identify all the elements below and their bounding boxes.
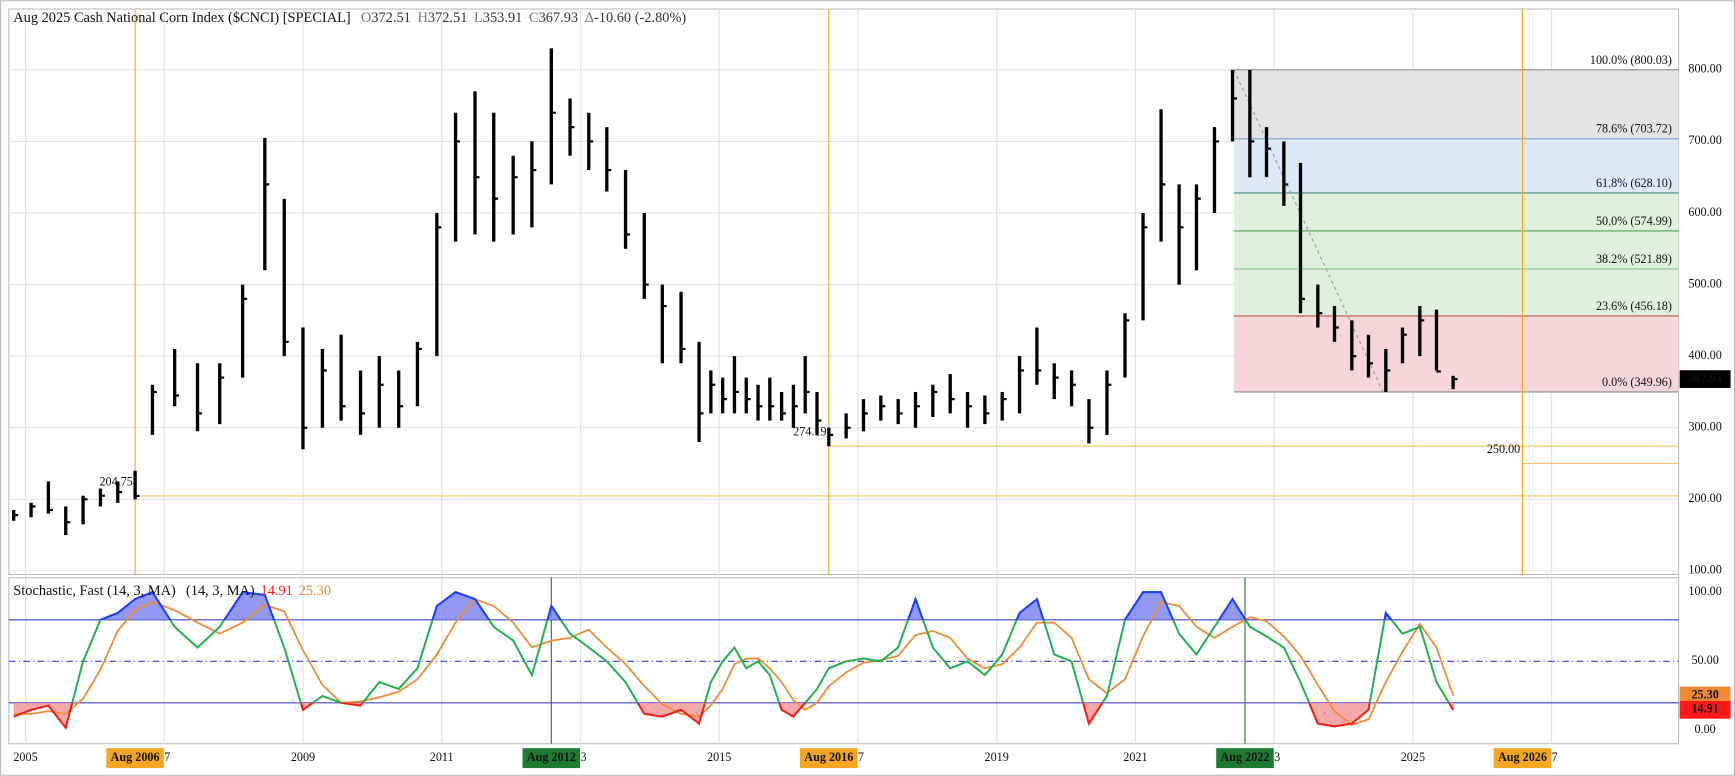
x-tick-label: 2025 — [1401, 750, 1425, 764]
last-price-tag: 367.93 — [1688, 371, 1721, 385]
stochastic-params: (14, 3, MA) — [186, 583, 255, 599]
quote-value: -10.60 (-2.80%) — [594, 10, 686, 26]
fib-label: 50.0% (574.99) — [1596, 214, 1672, 228]
k-value-tag-bg — [1679, 700, 1731, 719]
quote-value: 353.91 — [483, 10, 523, 26]
y-tick-label: 100.00 — [1688, 584, 1721, 598]
x-tick-label: 2011 — [430, 750, 454, 764]
stochastic-title: Stochastic, Fast (14, 3, MA) — [13, 583, 176, 599]
d-value-tag: 25.30 — [1691, 687, 1718, 701]
y-tick-label: 600.00 — [1688, 205, 1721, 219]
fib-label: 0.0% (349.96) — [1602, 375, 1672, 389]
y-tick-label: 700.00 — [1688, 133, 1721, 147]
marker-label-bg — [106, 748, 164, 769]
d-value-tag-bg — [1679, 686, 1731, 705]
marker-label: Aug 2012 — [527, 750, 576, 764]
fib-zone — [1233, 69, 1679, 139]
y-tick-label: 400.00 — [1688, 348, 1721, 362]
y-tick-label: 300.00 — [1688, 420, 1721, 434]
label-layer: 2005 07 2009 2011 13 2015 17 2019 2021 23 2025 2710… — [13, 53, 1731, 769]
fib-layer — [1233, 69, 1679, 393]
stochastic-header: Stochastic, Fast (14, 3, MA) (14, 3, MA)… — [13, 583, 331, 599]
quote-key: C — [529, 10, 539, 26]
y-tick-label: 0.00 — [1694, 722, 1715, 736]
x-tick-label: 2015 — [707, 750, 731, 764]
stochastic-k-value: 14.91 — [261, 583, 293, 599]
marker-label-bg — [522, 748, 581, 769]
horizontal-line-label: 204.75 — [99, 474, 132, 488]
quote-value: 372.51 — [428, 10, 468, 26]
quote-value: 372.51 — [371, 10, 411, 26]
y-tick-label: 100.00 — [1688, 563, 1721, 577]
fib-zone — [1233, 192, 1679, 231]
fib-zone — [1233, 268, 1679, 316]
header-title: Aug 2025 Cash National Corn Index ($CNCI… — [13, 10, 350, 26]
fib-label: 61.8% (628.10) — [1596, 176, 1672, 190]
marker-label: Aug 2016 — [804, 750, 853, 764]
fib-label: 38.2% (521.89) — [1596, 252, 1672, 266]
fib-label: 100.0% (800.03) — [1590, 53, 1672, 67]
marker-label-bg — [1493, 748, 1552, 769]
marker-label-bg — [1216, 748, 1274, 769]
marker-label: Aug 2026 — [1498, 750, 1547, 764]
fib-zone — [1233, 230, 1679, 269]
main-layer — [8, 9, 1679, 744]
oversold-fill — [13, 702, 1454, 728]
y-tick-label: 500.00 — [1688, 276, 1721, 290]
marker-label: Aug 2022 — [1221, 750, 1270, 764]
horizontal-line-label: 274.19 — [793, 425, 826, 439]
x-tick-label: 2005 — [13, 750, 37, 764]
fib-label: 78.6% (703.72) — [1596, 122, 1672, 136]
last-price-tag-bg — [1679, 370, 1731, 388]
quote: O372.51 H372.51 L353.91 C367.93 Δ-10.60 (-2.… — [361, 10, 687, 26]
x-tick-label: 2021 — [1123, 750, 1147, 764]
y-tick-label: 50.00 — [1691, 653, 1718, 667]
marker-label-bg — [800, 748, 858, 769]
k-value-tag: 14.91 — [1691, 702, 1718, 716]
stochastic-k-line — [13, 590, 1455, 730]
x-tick-label: 2009 — [291, 750, 315, 764]
x-tick-label: 2019 — [985, 750, 1009, 764]
quote-key: H — [417, 10, 427, 26]
fib-zone — [1233, 138, 1679, 193]
y-tick-label: 200.00 — [1688, 491, 1721, 505]
quote-value: 367.93 — [539, 10, 579, 26]
y-tick-label: 800.00 — [1688, 62, 1721, 76]
overbought-fill — [13, 592, 1454, 620]
stochastic-d-line — [13, 598, 1455, 726]
fib-label: 23.6% (456.18) — [1596, 299, 1672, 313]
horizontal-line-label: 250.00 — [1487, 442, 1520, 456]
quote-key: Δ — [585, 10, 594, 26]
stochastic-d-value: 25.30 — [299, 583, 331, 599]
quote-key: O — [361, 10, 371, 26]
header: Aug 2025 Cash National Corn Index ($CNCI… — [13, 10, 686, 26]
marker-label: Aug 2006 — [111, 750, 160, 764]
quote-key: L — [474, 10, 483, 26]
